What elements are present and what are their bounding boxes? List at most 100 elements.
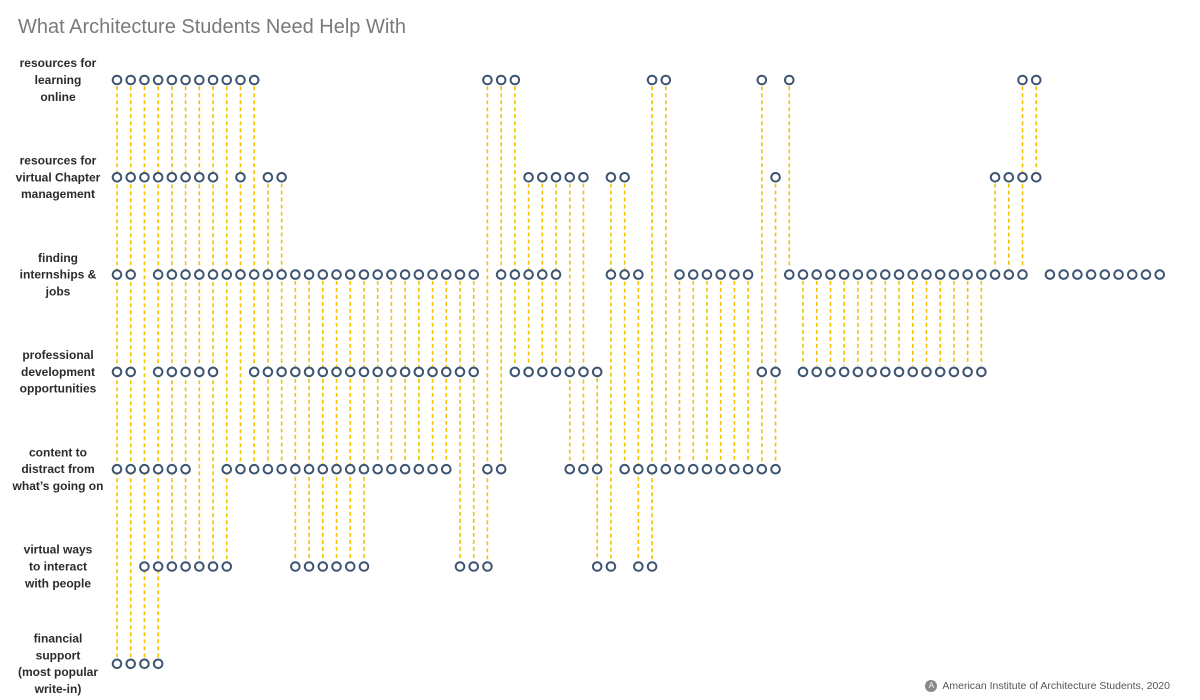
response-dot xyxy=(413,463,425,475)
response-dot xyxy=(427,463,438,475)
response-dot xyxy=(495,74,507,86)
response-dot xyxy=(509,366,521,378)
response-dot xyxy=(948,269,960,280)
response-dot xyxy=(578,366,589,378)
response-dot xyxy=(139,463,150,475)
credit-text: American Institute of Architecture Stude… xyxy=(942,680,1170,692)
response-dot xyxy=(152,658,164,670)
response-dot xyxy=(797,366,809,378)
response-dot xyxy=(111,172,123,183)
response-dot xyxy=(742,269,754,280)
row-label-line: (most popular xyxy=(18,665,98,679)
row-label-line: write-in) xyxy=(34,682,82,696)
response-dot xyxy=(797,269,809,280)
response-dot xyxy=(1113,269,1124,280)
response-dot xyxy=(331,463,342,475)
response-dot xyxy=(1030,172,1042,183)
response-dot xyxy=(893,269,905,280)
response-dot xyxy=(413,269,425,280)
response-dot xyxy=(619,269,630,280)
response-dot xyxy=(852,366,864,378)
response-dot xyxy=(770,172,781,183)
response-dot xyxy=(578,463,589,475)
row-label-line: what’s going on xyxy=(12,479,104,493)
response-dot xyxy=(166,74,178,86)
response-dot xyxy=(440,269,452,280)
response-dot xyxy=(344,463,356,475)
response-dot xyxy=(962,269,973,280)
response-dot xyxy=(591,366,603,378)
response-dot xyxy=(235,172,246,183)
response-dot xyxy=(646,74,658,86)
response-dot xyxy=(948,366,960,378)
response-dot xyxy=(372,366,383,378)
row-label-line: online xyxy=(40,90,76,104)
response-dot xyxy=(660,463,672,475)
response-dot xyxy=(358,561,370,572)
response-dot xyxy=(290,561,301,572)
response-dot xyxy=(701,269,713,280)
response-dot xyxy=(331,366,342,378)
response-dot xyxy=(221,561,233,572)
response-dot xyxy=(468,366,480,378)
response-dot xyxy=(921,269,932,280)
response-dot xyxy=(756,74,768,86)
response-dot xyxy=(427,269,438,280)
response-dot xyxy=(194,561,205,572)
response-dots xyxy=(111,74,1166,670)
response-dot xyxy=(427,366,438,378)
response-dot xyxy=(770,463,781,475)
response-dot xyxy=(372,269,383,280)
response-dot xyxy=(152,366,164,378)
response-dot xyxy=(276,366,287,378)
response-dot xyxy=(386,463,397,475)
response-dot xyxy=(578,172,589,183)
response-dot xyxy=(509,74,521,86)
response-dot xyxy=(976,366,987,378)
response-dot xyxy=(166,463,178,475)
response-dot xyxy=(290,366,301,378)
row-label-line: internships & xyxy=(20,268,97,282)
response-dot xyxy=(825,366,836,378)
response-dot xyxy=(715,269,726,280)
response-dot xyxy=(591,561,603,572)
response-dot xyxy=(1072,269,1083,280)
response-dot xyxy=(152,74,164,86)
row-label-line: to interact xyxy=(29,560,87,574)
response-dot xyxy=(111,658,123,670)
response-dot xyxy=(180,561,191,572)
response-dot xyxy=(125,172,137,183)
response-dot xyxy=(331,269,342,280)
response-dot xyxy=(152,463,164,475)
response-dot xyxy=(756,366,768,378)
row-label-line: management xyxy=(21,187,95,201)
response-dot xyxy=(303,269,315,280)
response-dot xyxy=(125,658,137,670)
response-dot xyxy=(344,269,356,280)
response-dot xyxy=(1044,269,1056,280)
response-dot xyxy=(976,269,987,280)
credit-line: A American Institute of Architecture Stu… xyxy=(925,680,1170,692)
response-dot xyxy=(317,269,329,280)
response-dot xyxy=(111,74,123,86)
row-label-line: finding xyxy=(38,251,78,265)
response-dot xyxy=(440,463,452,475)
response-dot xyxy=(221,463,233,475)
response-dot xyxy=(921,366,932,378)
response-dot xyxy=(701,463,713,475)
response-dot xyxy=(934,269,946,280)
response-dot xyxy=(262,366,274,378)
response-dot xyxy=(523,269,534,280)
response-dot xyxy=(221,269,233,280)
row-label-line: distract from xyxy=(21,462,94,476)
response-dot xyxy=(358,366,370,378)
response-dot xyxy=(482,463,493,475)
row-label: professional development opportunities xyxy=(20,348,97,396)
row-label: financial support (most popular write-in) xyxy=(18,632,98,696)
response-dot xyxy=(687,269,699,280)
row-label-line: with people xyxy=(24,576,91,590)
row-label: content to distract from what’s going on xyxy=(12,445,104,493)
response-dot xyxy=(715,463,726,475)
response-dot xyxy=(1099,269,1111,280)
